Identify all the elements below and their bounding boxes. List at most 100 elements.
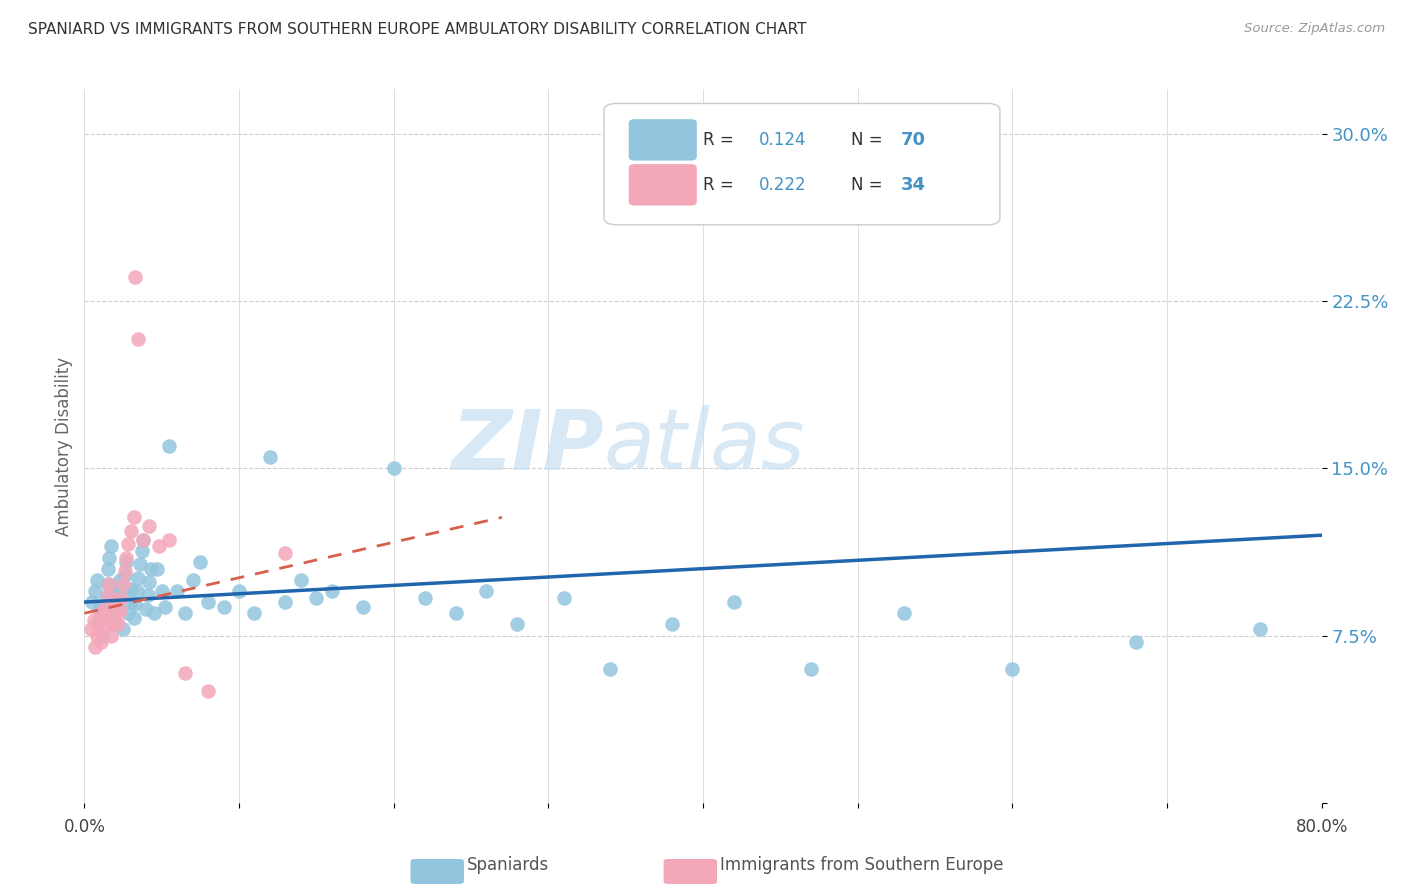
Point [321, 583, 343, 598]
FancyBboxPatch shape [605, 103, 1000, 225]
Point [117, 537, 139, 551]
Point [112, 577, 135, 591]
Text: SPANIARD VS IMMIGRANTS FROM SOUTHERN EUROPE AMBULATORY DISABILITY CORRELATION CH: SPANIARD VS IMMIGRANTS FROM SOUTHERN EUR… [28, 22, 807, 37]
Point [444, 607, 467, 621]
Point [188, 555, 211, 569]
Point [274, 595, 297, 609]
Point [100, 539, 122, 553]
Point [107, 617, 129, 632]
Point [197, 595, 219, 609]
Point [120, 524, 142, 538]
Point [138, 519, 160, 533]
Point [132, 533, 155, 547]
Point [174, 666, 197, 681]
Text: 34: 34 [901, 176, 927, 194]
Point [112, 583, 135, 598]
Point [104, 617, 127, 632]
Point [413, 591, 436, 605]
Point [197, 684, 219, 698]
Text: N =: N = [852, 131, 889, 149]
Point [132, 533, 155, 547]
Point [108, 604, 131, 618]
Point [174, 607, 197, 621]
Point [159, 439, 180, 453]
Y-axis label: Ambulatory Disability: Ambulatory Disability [55, 357, 73, 535]
Point [89, 607, 111, 621]
Point [117, 607, 139, 621]
Text: 0.124: 0.124 [759, 131, 806, 149]
Text: Spaniards: Spaniards [467, 856, 548, 874]
Point [553, 591, 575, 605]
Point [96, 562, 118, 576]
Point [101, 617, 124, 632]
Point [96, 589, 118, 603]
Point [305, 591, 328, 605]
Point [274, 546, 297, 560]
Point [228, 583, 250, 598]
Point [112, 622, 135, 636]
Point [115, 550, 138, 565]
Point [1125, 635, 1147, 649]
Point [83, 613, 105, 627]
Point [159, 533, 180, 547]
Point [243, 607, 266, 621]
Point [148, 539, 170, 553]
Point [127, 332, 149, 346]
Point [90, 635, 112, 649]
Point [135, 602, 157, 616]
FancyBboxPatch shape [628, 164, 697, 205]
Point [181, 573, 204, 587]
Point [120, 582, 142, 596]
Point [352, 599, 374, 614]
Text: R =: R = [703, 131, 740, 149]
Point [87, 617, 110, 632]
Point [124, 598, 146, 612]
Point [1249, 622, 1271, 636]
Point [127, 571, 149, 585]
Point [100, 628, 122, 642]
Point [124, 269, 146, 284]
Point [139, 562, 162, 576]
Point [122, 510, 145, 524]
Text: 70: 70 [901, 131, 927, 149]
Point [108, 573, 131, 587]
Point [94, 591, 117, 605]
Point [98, 577, 121, 591]
Point [104, 583, 127, 598]
Point [93, 610, 115, 624]
Point [122, 610, 145, 624]
Point [150, 583, 173, 598]
Point [506, 617, 529, 632]
Text: 0.0%: 0.0% [63, 819, 105, 837]
Point [115, 555, 138, 569]
Text: R =: R = [703, 176, 740, 194]
Point [86, 573, 108, 587]
Point [89, 613, 111, 627]
Text: 80.0%: 80.0% [1295, 819, 1348, 837]
Point [93, 607, 115, 621]
Point [79, 622, 101, 636]
Point [107, 599, 129, 614]
Point [146, 562, 169, 576]
Point [136, 589, 159, 603]
FancyBboxPatch shape [628, 120, 697, 161]
Point [114, 564, 136, 578]
Point [129, 557, 152, 572]
Point [893, 607, 915, 621]
Point [86, 628, 108, 642]
Point [120, 595, 142, 609]
Point [94, 599, 117, 614]
Point [143, 607, 166, 621]
Text: Immigrants from Southern Europe: Immigrants from Southern Europe [720, 856, 1004, 874]
Text: Source: ZipAtlas.com: Source: ZipAtlas.com [1244, 22, 1385, 36]
Point [91, 622, 114, 636]
Point [103, 607, 125, 621]
Point [800, 662, 823, 676]
Point [103, 589, 125, 603]
Point [96, 577, 118, 591]
Point [661, 617, 683, 632]
Point [104, 595, 127, 609]
Point [91, 628, 114, 642]
Point [1001, 662, 1024, 676]
Text: N =: N = [852, 176, 889, 194]
